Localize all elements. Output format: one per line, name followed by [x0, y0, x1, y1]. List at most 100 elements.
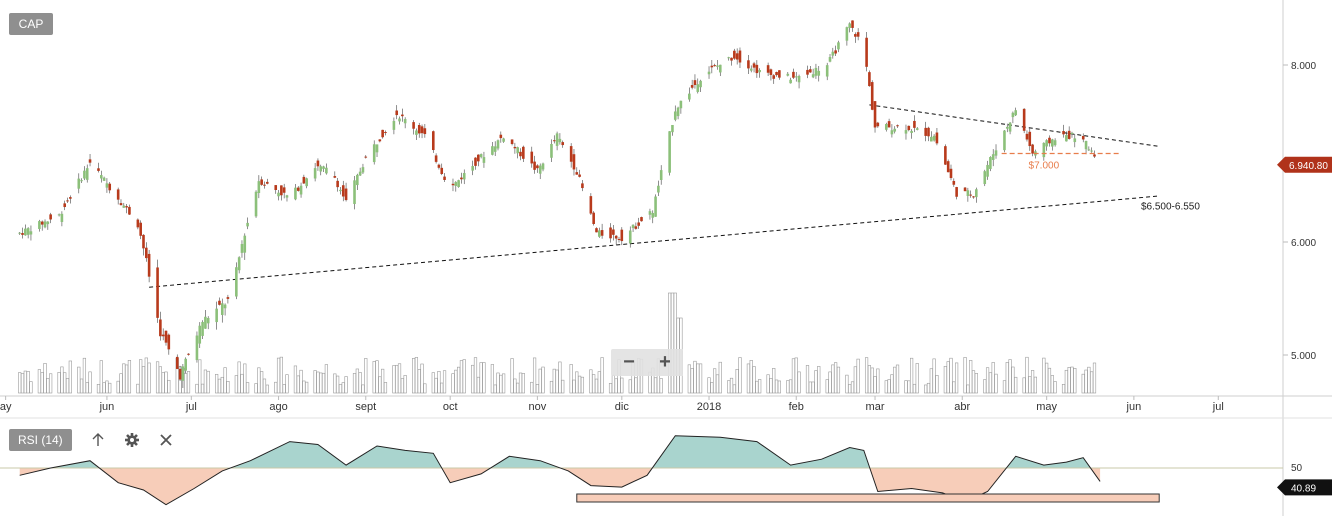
candle-down — [730, 57, 733, 61]
volume-bar — [887, 379, 891, 394]
volume-bar — [136, 383, 140, 394]
candle-up — [462, 173, 466, 180]
volume-bar — [141, 366, 146, 394]
candle-up — [43, 221, 47, 228]
candle-up — [479, 154, 483, 158]
volume-bar — [282, 384, 286, 394]
volume-bar — [727, 380, 731, 394]
zoom-in-button[interactable]: + — [659, 351, 671, 373]
volume-bar — [324, 364, 328, 394]
candle-down — [640, 217, 643, 222]
volume-bar — [243, 363, 247, 394]
candle-down — [944, 146, 947, 165]
candle-up — [671, 124, 674, 133]
volume-bar — [319, 372, 323, 394]
candle-up — [966, 190, 970, 196]
volume-bar — [57, 372, 61, 394]
volume-bar — [1070, 366, 1074, 394]
volume-bar — [541, 366, 545, 394]
volume-bar — [1008, 359, 1012, 394]
candle-up — [1045, 140, 1048, 147]
volume-bar — [518, 372, 523, 394]
close-icon[interactable] — [158, 432, 174, 448]
candle-up — [243, 235, 247, 253]
candle-up — [789, 79, 792, 84]
volume-bar — [155, 361, 160, 394]
volume-bar — [805, 365, 810, 394]
volume-bar — [361, 384, 365, 394]
candle-down — [634, 226, 638, 229]
candle-down — [1067, 130, 1071, 139]
volume-bar — [220, 376, 224, 394]
candle-up — [122, 205, 126, 208]
volume-bar — [392, 365, 396, 394]
rsi-label[interactable]: RSI (14) — [9, 429, 72, 451]
time-tick-label: nov — [529, 401, 547, 413]
volume-bar — [316, 371, 320, 394]
candle-up — [654, 196, 657, 217]
volume-bar — [668, 292, 672, 394]
candle-down — [226, 297, 230, 299]
volume-bar — [336, 375, 340, 394]
volume-bar — [1002, 380, 1007, 394]
candle-down — [302, 176, 306, 184]
candle-up — [986, 164, 989, 177]
volume-bar — [653, 377, 658, 394]
volume-bar — [37, 369, 41, 394]
candle-down — [530, 151, 534, 164]
volume-bar — [302, 380, 306, 394]
time-tick-label: dic — [615, 401, 630, 413]
candle-down — [690, 85, 694, 88]
volume-bar — [1045, 362, 1049, 394]
candle-down — [1022, 108, 1026, 131]
time-tick-label: jun — [1126, 401, 1142, 413]
volume-bar — [96, 384, 101, 394]
time-tick-label: jul — [1212, 401, 1224, 413]
candle-down — [572, 154, 576, 170]
volume-bar — [223, 367, 227, 394]
volume-bar — [611, 374, 615, 394]
candle-down — [341, 185, 345, 197]
volume-bar — [234, 375, 238, 394]
candle-up — [1042, 142, 1046, 158]
volume-bar — [276, 357, 281, 394]
volume-bar — [403, 375, 407, 394]
volume-bar — [23, 370, 27, 394]
candle-down — [733, 50, 736, 59]
candle-down — [417, 125, 421, 134]
candle-up — [181, 366, 185, 381]
candle-down — [40, 221, 44, 225]
candle-down — [887, 121, 891, 128]
volume-bar — [670, 292, 675, 394]
candle-down — [263, 184, 266, 186]
candle-up — [375, 144, 379, 153]
arrow-up-icon[interactable] — [90, 432, 106, 448]
candle-down — [949, 168, 953, 179]
candle-up — [994, 150, 998, 156]
volume-bar — [1050, 375, 1054, 394]
candle-up — [26, 228, 30, 235]
volume-bar — [589, 369, 593, 394]
candle-up — [339, 189, 342, 192]
candle-down — [21, 233, 24, 235]
volume-bars — [18, 292, 1097, 394]
time-tick-label: 2018 — [697, 401, 721, 413]
volume-bar — [274, 381, 278, 394]
candle-up — [794, 76, 798, 78]
volume-bar — [755, 380, 759, 394]
candle-up — [325, 167, 328, 174]
candle-down — [876, 122, 880, 127]
gear-icon[interactable] — [124, 432, 140, 448]
volume-bar — [1061, 384, 1066, 394]
candle-up — [651, 212, 655, 218]
zoom-out-button[interactable]: − — [623, 351, 635, 373]
candle-down — [333, 176, 337, 178]
candle-up — [204, 316, 207, 329]
candle-up — [99, 175, 103, 179]
volume-bar — [499, 374, 503, 394]
volume-bar — [884, 380, 888, 394]
candle-down — [952, 180, 956, 185]
